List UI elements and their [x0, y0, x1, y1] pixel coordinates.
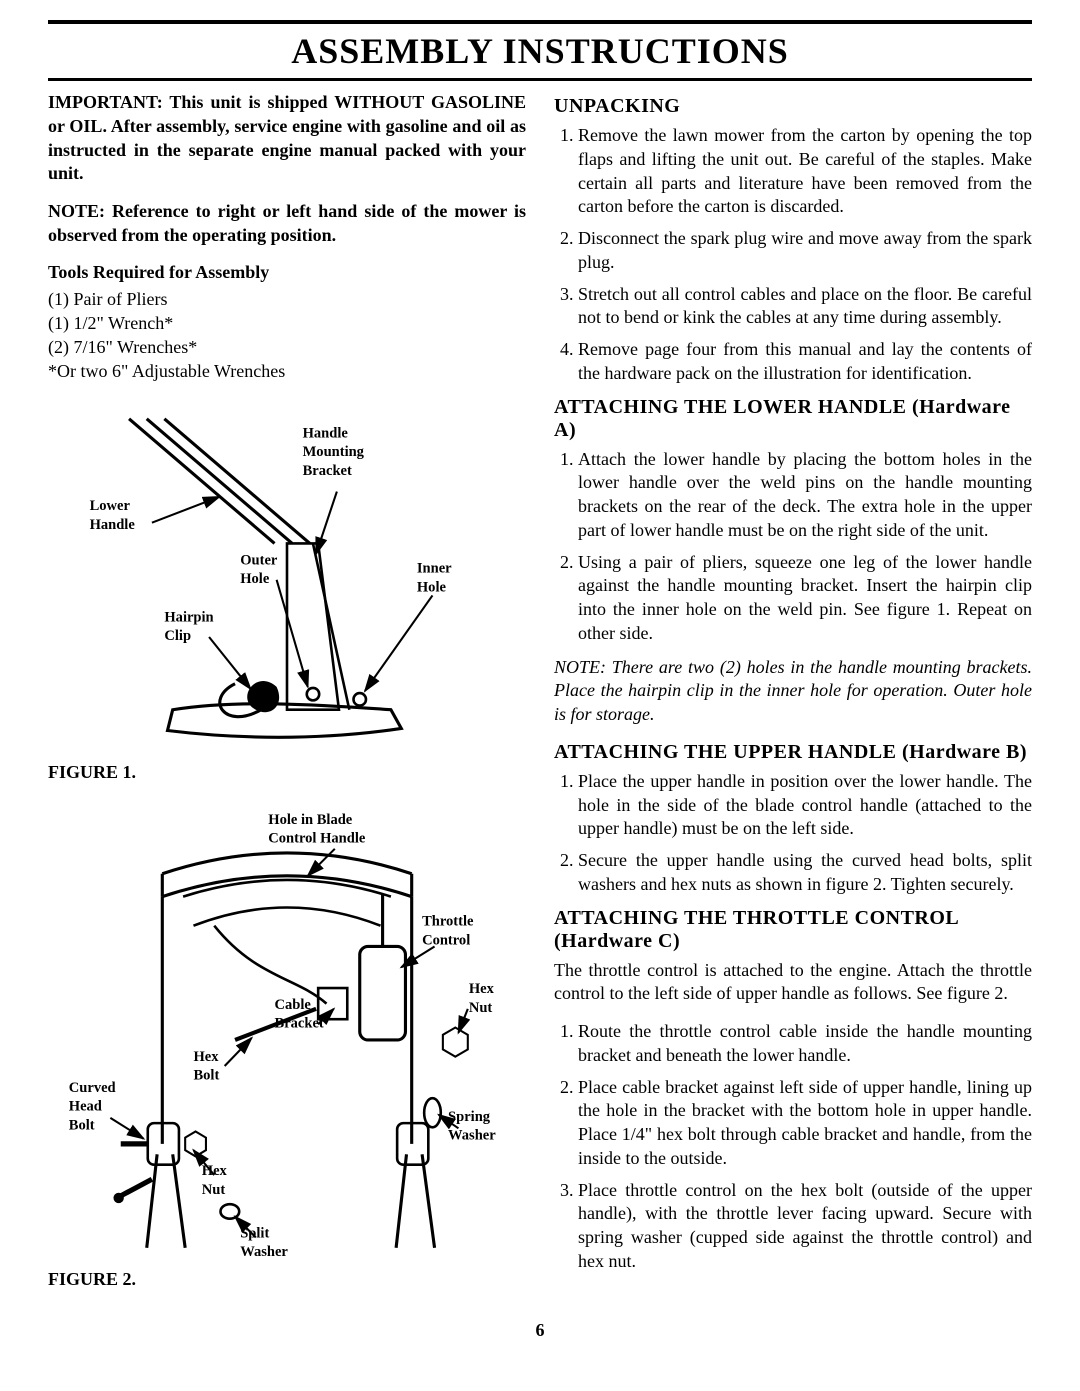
page-number: 6: [48, 1320, 1032, 1341]
figure-1-svg: Handle Mounting Bracket Lower Handle Out…: [48, 398, 526, 751]
right-column: UNPACKING Remove the lawn mower from the…: [554, 91, 1032, 1308]
lower-handle-step: Using a pair of pliers, squeeze one leg …: [578, 551, 1032, 646]
figure-2-svg: Hole in Blade Control Handle Throttle Co…: [48, 801, 526, 1258]
fig1-label-lower: Lower: [90, 498, 131, 514]
fig1-label-outer: Outer: [240, 552, 278, 568]
throttle-steps: Route the throttle control cable inside …: [554, 1020, 1032, 1274]
fig2-label-hexbolt-2: Bolt: [193, 1067, 219, 1083]
page: ASSEMBLY INSTRUCTIONS IMPORTANT: This un…: [0, 0, 1080, 1391]
fig1-label-clip: Clip: [164, 628, 191, 644]
fig1-label-bracket: Bracket: [303, 463, 352, 479]
fig1-label-handle: Handle: [303, 425, 349, 441]
lower-handle-steps: Attach the lower handle by placing the b…: [554, 448, 1032, 646]
tools-item: (1) Pair of Pliers: [48, 287, 526, 311]
fig2-label-hexnut2-2: Nut: [202, 1182, 226, 1198]
upper-handle-heading: ATTACHING THE UPPER HANDLE (Hardware B): [554, 741, 1032, 764]
fig1-label-handle2: Handle: [90, 517, 136, 533]
throttle-step: Route the throttle control cable inside …: [578, 1020, 1032, 1068]
unpacking-step: Remove the lawn mower from the carton by…: [578, 124, 1032, 219]
title-underline: [48, 78, 1032, 81]
fig2-label-hole-blade-2: Control Handle: [268, 831, 366, 847]
figure-1-caption: FIGURE 1.: [48, 762, 526, 783]
left-column: IMPORTANT: This unit is shipped WITHOUT …: [48, 91, 526, 1308]
fig2-label-hexnut-1: Hex: [469, 981, 495, 997]
upper-handle-step: Place the upper handle in position over …: [578, 770, 1032, 841]
figure-2-caption: FIGURE 2.: [48, 1269, 526, 1290]
throttle-intro: The throttle control is attached to the …: [554, 959, 1032, 1007]
throttle-step: Place cable bracket against left side of…: [578, 1076, 1032, 1171]
tools-item: (1) 1/2" Wrench*: [48, 311, 526, 335]
figure-2: Hole in Blade Control Handle Throttle Co…: [48, 801, 526, 1263]
throttle-step: Place throttle control on the hex bolt (…: [578, 1179, 1032, 1274]
two-column-layout: IMPORTANT: This unit is shipped WITHOUT …: [48, 91, 1032, 1308]
fig2-label-hexnut-2: Nut: [469, 1000, 493, 1016]
tools-heading: Tools Required for Assembly: [48, 262, 526, 283]
fig2-label-throttle-2: Control: [422, 932, 470, 948]
unpacking-step: Disconnect the spark plug wire and move …: [578, 227, 1032, 275]
fig2-label-curved-3: Bolt: [69, 1117, 95, 1133]
unpacking-heading: UNPACKING: [554, 95, 1032, 118]
unpacking-step: Remove page four from this manual and la…: [578, 338, 1032, 386]
main-title: ASSEMBLY INSTRUCTIONS: [48, 30, 1032, 72]
fig2-label-curved-1: Curved: [69, 1080, 116, 1096]
lower-handle-note: NOTE: There are two (2) holes in the han…: [554, 656, 1032, 727]
fig2-label-split-2: Washer: [240, 1244, 288, 1258]
fig2-label-hexbolt-1: Hex: [193, 1049, 219, 1065]
tools-item: *Or two 6" Adjustable Wrenches: [48, 359, 526, 383]
upper-handle-steps: Place the upper handle in position over …: [554, 770, 1032, 897]
fig2-label-curved-2: Head: [69, 1099, 102, 1115]
fig2-label-hexnut2-1: Hex: [202, 1163, 228, 1179]
fig1-label-hole2: Hole: [417, 579, 447, 595]
tools-list: (1) Pair of Pliers (1) 1/2" Wrench* (2) …: [48, 287, 526, 384]
orientation-note: NOTE: Reference to right or left hand si…: [48, 200, 526, 248]
important-paragraph: IMPORTANT: This unit is shipped WITHOUT …: [48, 91, 526, 186]
upper-handle-step: Secure the upper handle using the curved…: [578, 849, 1032, 897]
top-rule: [48, 20, 1032, 24]
fig2-label-cable-1: Cable: [275, 997, 312, 1013]
lower-handle-step: Attach the lower handle by placing the b…: [578, 448, 1032, 543]
unpacking-steps: Remove the lawn mower from the carton by…: [554, 124, 1032, 386]
tools-item: (2) 7/16" Wrenches*: [48, 335, 526, 359]
fig2-label-spring-1: Spring: [448, 1109, 491, 1125]
fig2-label-spring-2: Washer: [448, 1128, 496, 1144]
figure-1: Handle Mounting Bracket Lower Handle Out…: [48, 398, 526, 756]
lower-handle-heading: ATTACHING THE LOWER HANDLE (Hardware A): [554, 396, 1032, 442]
fig1-label-hairpin: Hairpin: [164, 609, 213, 625]
fig1-label-hole1: Hole: [240, 571, 270, 587]
fig1-label-inner: Inner: [417, 560, 452, 576]
unpacking-step: Stretch out all control cables and place…: [578, 283, 1032, 331]
fig2-label-hole-blade-1: Hole in Blade: [268, 812, 353, 828]
fig2-label-throttle-1: Throttle: [422, 914, 474, 930]
fig2-label-split-1: Split: [240, 1225, 269, 1241]
throttle-heading: ATTACHING THE THROTTLE CONTROL (Hardware…: [554, 907, 1032, 953]
fig1-label-mounting: Mounting: [303, 444, 365, 460]
fig2-label-cable-2: Bracket: [275, 1016, 324, 1032]
